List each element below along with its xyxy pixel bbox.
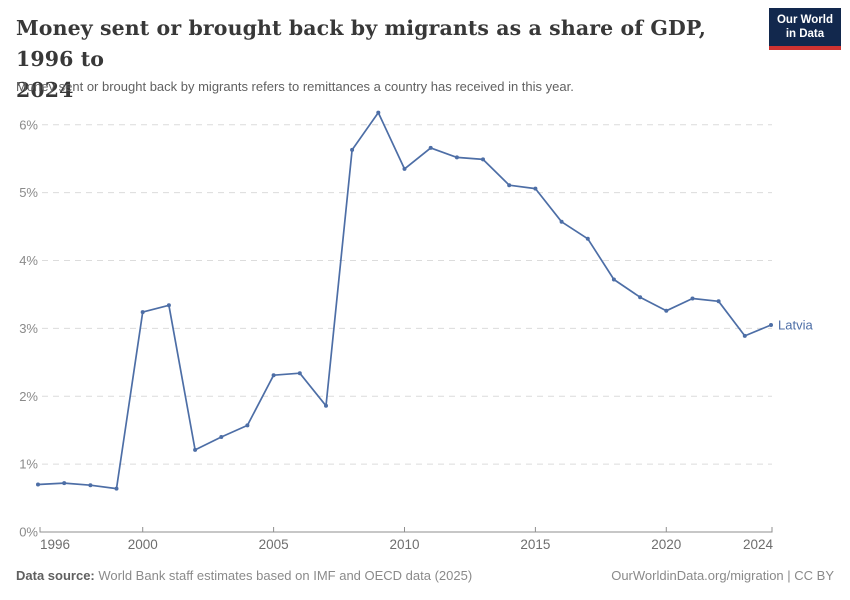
data-point[interactable] (690, 296, 695, 301)
y-axis-tick-label: 1% (19, 457, 38, 472)
data-point[interactable] (585, 236, 590, 241)
data-source-text: World Bank staff estimates based on IMF … (94, 568, 473, 583)
data-point[interactable] (769, 323, 773, 327)
data-point[interactable] (114, 486, 119, 491)
owid-logo-line1: Our World (776, 14, 833, 26)
data-point[interactable] (88, 483, 93, 488)
data-point[interactable] (166, 303, 171, 308)
data-point[interactable] (402, 166, 407, 171)
data-point[interactable] (716, 299, 721, 304)
chart-footer: Data source: World Bank staff estimates … (16, 568, 834, 583)
y-axis-tick-label: 2% (19, 389, 38, 404)
y-axis-tick-label: 3% (19, 321, 38, 336)
data-point[interactable] (428, 145, 433, 150)
data-point[interactable] (559, 219, 564, 224)
data-source-label: Data source: (16, 568, 95, 583)
data-point[interactable] (219, 435, 224, 439)
x-axis-tick-label: 2005 (259, 537, 289, 552)
data-point[interactable] (271, 373, 276, 378)
y-axis-tick-label: 5% (19, 185, 38, 200)
x-axis-line (39, 527, 773, 533)
data-point[interactable] (611, 277, 616, 282)
attribution-link[interactable]: OurWorldinData.org/migration | CC BY (611, 568, 834, 583)
data-point[interactable] (324, 403, 328, 408)
owid-logo: Our World in Data (768, 8, 841, 50)
x-axis-tick-label: 2020 (651, 537, 681, 552)
page-title-line2: 2024 (16, 78, 74, 102)
data-point[interactable] (454, 155, 459, 160)
data-point[interactable] (62, 481, 67, 486)
page-title: Money sent or brought back by migrants a… (16, 13, 756, 106)
y-axis-tick-label: 6% (19, 117, 38, 132)
data-point[interactable] (742, 333, 747, 338)
x-axis-tick-label: 2010 (389, 537, 419, 552)
data-point[interactable] (481, 157, 485, 162)
owid-logo-line2: in Data (785, 28, 825, 40)
data-point[interactable] (350, 147, 355, 152)
x-axis-tick-label: 2024 (743, 537, 774, 552)
data-point[interactable] (664, 308, 669, 313)
data-point[interactable] (638, 295, 643, 300)
data-point[interactable] (507, 183, 512, 188)
y-axis-tick-label: 4% (19, 253, 38, 268)
x-axis-tick-label: 2015 (520, 537, 550, 552)
data-point[interactable] (193, 447, 198, 452)
series-label[interactable]: Latvia (778, 318, 813, 333)
x-axis-tick-label: 1996 (40, 537, 70, 552)
data-point[interactable] (533, 186, 538, 191)
chart-subtitle: Money sent or brought back by migrants r… (16, 79, 574, 94)
x-axis-tick-label: 2000 (128, 537, 158, 552)
data-point[interactable] (140, 310, 145, 315)
page-title-line1: Money sent or brought back by migrants a… (16, 16, 707, 71)
data-point[interactable] (297, 371, 302, 376)
data-point[interactable] (376, 110, 381, 115)
data-point[interactable] (36, 482, 40, 487)
y-axis-tick-label: 0% (19, 525, 38, 540)
data-point[interactable] (245, 423, 250, 428)
